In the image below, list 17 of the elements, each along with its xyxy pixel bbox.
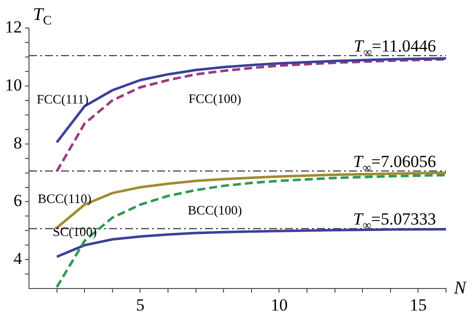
- y-tick-label: 6: [14, 191, 22, 210]
- x-tick-label: 5: [136, 295, 144, 314]
- x-axis-title: N: [453, 277, 467, 298]
- series-label: FCC(111): [36, 92, 88, 107]
- x-tick-label: 15: [410, 295, 427, 314]
- series-label: BCC(110): [38, 191, 92, 206]
- x-tick-label: 10: [270, 295, 288, 314]
- y-tick-label: 8: [14, 133, 22, 152]
- ref-line-label: T∞=11.0446: [354, 36, 436, 59]
- series-label: FCC(100): [188, 90, 242, 106]
- y-tick-label: 4: [14, 249, 22, 268]
- ref-line-label: T∞=7.06056: [353, 152, 436, 174]
- series-label: BCC(100): [188, 202, 242, 218]
- ref-line-label: T∞=5.07333: [353, 210, 436, 232]
- y-tick-label: 10: [5, 75, 22, 94]
- y-tick-label: 12: [5, 17, 22, 36]
- series-label: SC(100): [52, 224, 97, 240]
